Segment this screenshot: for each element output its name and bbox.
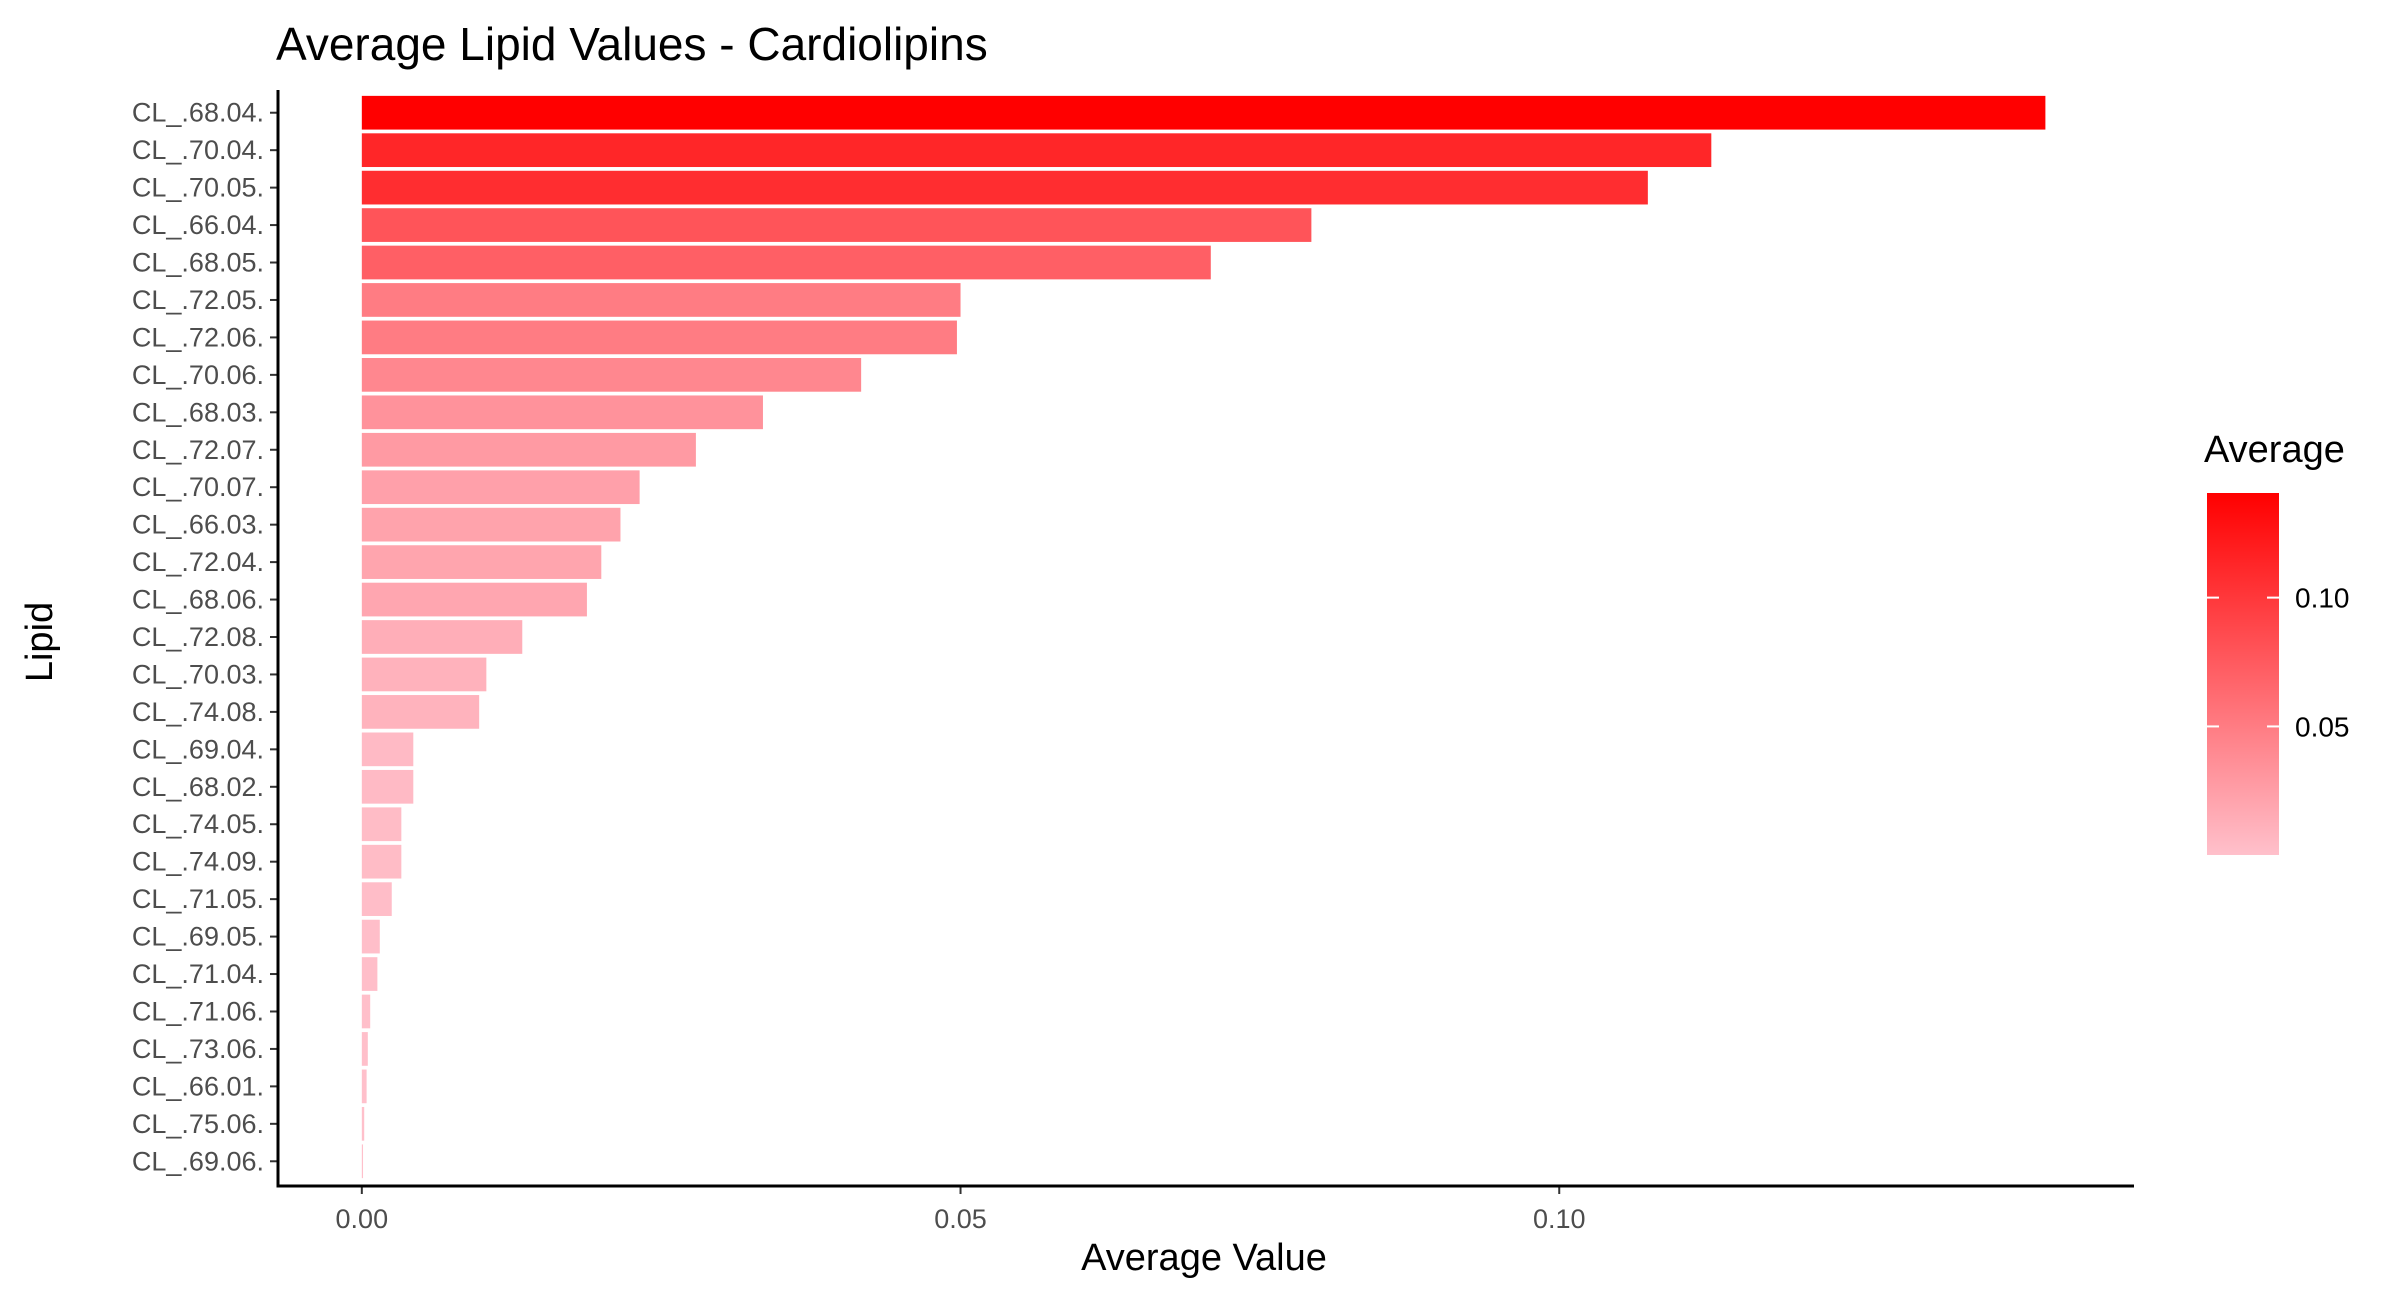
y-tick-label: CL_.71.06. — [132, 996, 264, 1026]
y-tick-label: CL_.70.04. — [132, 135, 264, 165]
y-tick-label: CL_.70.06. — [132, 360, 264, 390]
bar-CL_.74.08. — [361, 695, 480, 729]
legend: Average 0.05 0.10 — [2204, 429, 2350, 855]
bar-CL_.68.05. — [361, 245, 1211, 280]
bar-CL_.70.07. — [361, 470, 640, 505]
y-tick-label: CL_.66.01. — [132, 1071, 264, 1101]
bar-CL_.72.05. — [361, 283, 961, 317]
legend-colorbar — [2207, 493, 2279, 855]
y-axis-ticks: CL_.68.04. CL_.70.04. CL_.70.05. CL_.66.04.… — [132, 98, 278, 1176]
bar-CL_.75.06. — [361, 1106, 365, 1141]
y-tick-label: CL_.68.05. — [132, 248, 264, 278]
bar-CL_.69.04. — [361, 732, 414, 767]
bar-CL_.66.03. — [361, 507, 621, 542]
y-tick-label: CL_.74.05. — [132, 809, 264, 839]
bar-CL_.68.03. — [361, 395, 763, 430]
bar-CL_.71.06. — [361, 994, 371, 1029]
y-tick-label: CL_.69.04. — [132, 734, 264, 764]
bar-CL_.69.05. — [361, 919, 380, 954]
x-tick-label: 0.00 — [336, 1204, 389, 1234]
legend-tick-label: 0.05 — [2295, 711, 2350, 742]
bar-CL_.66.01. — [361, 1069, 367, 1104]
bar-CL_.71.04. — [361, 957, 378, 991]
y-tick-label: CL_.70.07. — [132, 472, 264, 502]
bar-CL_.68.04. — [361, 95, 2046, 130]
bar-CL_.70.05. — [361, 170, 1648, 205]
y-tick-label: CL_.68.02. — [132, 772, 264, 802]
y-tick-label: CL_.68.03. — [132, 397, 264, 427]
y-tick-label: CL_.69.06. — [132, 1146, 264, 1176]
bar-CL_.70.06. — [361, 358, 862, 392]
y-tick-label: CL_.72.08. — [132, 622, 264, 652]
bars-group — [361, 95, 2046, 1179]
y-tick-label: CL_.71.05. — [132, 884, 264, 914]
y-axis-title: Lipid — [19, 602, 61, 682]
bar-CL_.72.04. — [361, 545, 602, 579]
x-tick-label: 0.05 — [934, 1204, 987, 1234]
bar-CL_.68.06. — [361, 582, 587, 617]
legend-tick-label: 0.10 — [2295, 583, 2350, 614]
y-tick-label: CL_.72.07. — [132, 435, 264, 465]
bar-CL_.72.07. — [361, 432, 696, 467]
x-axis-title: Average Value — [1081, 1237, 1327, 1279]
y-tick-label: CL_.75.06. — [132, 1109, 264, 1139]
bar-CL_.68.02. — [361, 769, 414, 804]
y-tick-label: CL_.70.03. — [132, 659, 264, 689]
legend-title: Average — [2204, 429, 2345, 471]
x-tick-label: 0.10 — [1533, 1204, 1586, 1234]
y-tick-label: CL_.69.05. — [132, 922, 264, 952]
bar-CL_.74.05. — [361, 807, 402, 842]
bar-CL_.73.06. — [361, 1032, 368, 1066]
bar-CL_.70.04. — [361, 133, 1712, 168]
y-tick-label: CL_.72.04. — [132, 547, 264, 577]
bar-CL_.72.08. — [361, 620, 523, 654]
bar-CL_.71.05. — [361, 882, 392, 916]
y-tick-label: CL_.72.06. — [132, 322, 264, 352]
chart-title: Average Lipid Values - Cardiolipins — [276, 18, 988, 70]
y-tick-label: CL_.68.04. — [132, 98, 264, 128]
y-tick-label: CL_.74.08. — [132, 697, 264, 727]
y-tick-label: CL_.74.09. — [132, 847, 264, 877]
bar-CL_.74.09. — [361, 844, 402, 879]
legend-ticks: 0.05 0.10 — [2207, 583, 2350, 742]
y-tick-label: CL_.71.04. — [132, 959, 264, 989]
y-tick-label: CL_.70.05. — [132, 173, 264, 203]
y-tick-label: CL_.72.05. — [132, 285, 264, 315]
bar-CL_.69.06. — [361, 1144, 364, 1179]
bar-CL_.70.03. — [361, 657, 487, 692]
y-tick-label: CL_.66.03. — [132, 510, 264, 540]
y-tick-label: CL_.68.06. — [132, 585, 264, 615]
y-tick-label: CL_.73.06. — [132, 1034, 264, 1064]
bar-CL_.66.04. — [361, 208, 1312, 242]
x-axis-ticks: 0.00 0.05 0.10 — [336, 1186, 1586, 1234]
y-tick-label: CL_.66.04. — [132, 210, 264, 240]
bar-CL_.72.06. — [361, 320, 957, 355]
